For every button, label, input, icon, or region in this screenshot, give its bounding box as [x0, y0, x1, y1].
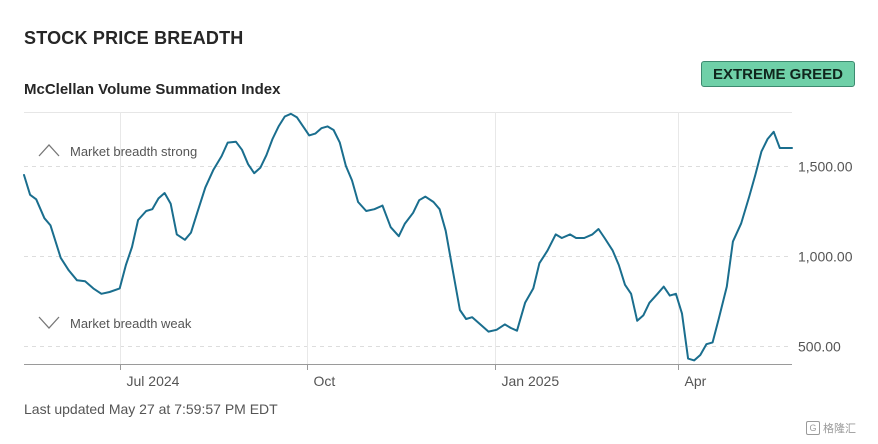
chart-grid	[24, 112, 792, 364]
breadth-chart: Market breadth strong Market breadth wea…	[23, 112, 853, 389]
x-tick-label: Oct	[314, 373, 336, 389]
annotation-strong: Market breadth strong	[70, 144, 197, 159]
x-tick-label: Jul 2024	[127, 373, 180, 389]
y-tick-label: 500.00	[798, 339, 841, 355]
last-updated: Last updated May 27 at 7:59:57 PM EDT	[24, 401, 278, 417]
sentiment-badge: EXTREME GREED	[701, 61, 855, 87]
chart-title: McClellan Volume Summation Index	[24, 81, 281, 98]
series-layer	[23, 112, 793, 362]
x-tick-label: Apr	[685, 373, 707, 389]
watermark-logo-icon: G	[806, 421, 820, 435]
y-axis-labels: 500.00 1,000.00 1,500.00	[798, 159, 853, 355]
annotation-weak: Market breadth weak	[70, 316, 192, 331]
chevron-down-icon	[38, 316, 60, 329]
chart-annotations: Market breadth strong Market breadth wea…	[38, 144, 197, 331]
x-axis-labels: Jul 2024 Oct Jan 2025 Apr	[120, 364, 707, 389]
x-tick-label: Jan 2025	[502, 373, 560, 389]
y-tick-label: 1,000.00	[798, 249, 853, 265]
series-line	[23, 112, 793, 362]
y-tick-label: 1,500.00	[798, 159, 853, 175]
watermark-text: 格隆汇	[823, 423, 856, 435]
watermark: G 格隆汇	[806, 420, 856, 436]
page-title: STOCK PRICE BREADTH	[24, 28, 244, 48]
chevron-up-icon	[38, 144, 60, 157]
